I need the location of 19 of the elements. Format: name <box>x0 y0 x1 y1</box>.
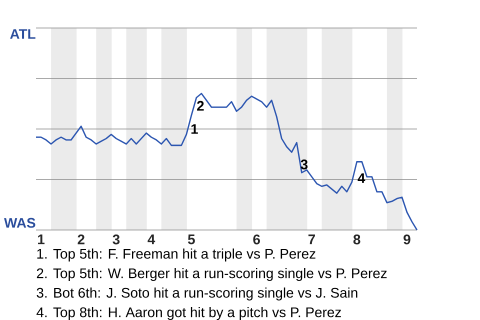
x-tick-label: 6 <box>253 234 260 244</box>
annotation: 3 <box>300 160 308 170</box>
annotation: 2 <box>197 100 204 111</box>
x-tick-label: 7 <box>308 234 315 244</box>
x-tick-label: 5 <box>188 234 195 244</box>
x-tick-label: 8 <box>353 234 360 244</box>
annotation: 1 <box>191 124 198 134</box>
x-tick-label: 9 <box>404 234 410 244</box>
x-tick-label: 3 <box>112 234 120 244</box>
text: 4. Top 8th: H. Aaron got hit by a pitch vs P. Perez <box>36 306 341 320</box>
text: ATL <box>10 29 36 39</box>
text: 1. Top 5th: F. Freeman hit a triple vs P. Perez <box>37 248 316 262</box>
annotation: 4 <box>358 173 366 183</box>
x-tick-label: 1 <box>38 234 45 244</box>
x-tick-label: 4 <box>148 234 156 244</box>
x-tick-label: 2 <box>78 234 84 244</box>
text: 2. Top 5th: W. Berger hit a run-scoring single vs P. Perez <box>36 268 387 281</box>
text: WAS <box>4 218 36 228</box>
text: 3. Bot 6th: J. Soto hit a run-scoring single vs J. Sain <box>36 287 358 300</box>
